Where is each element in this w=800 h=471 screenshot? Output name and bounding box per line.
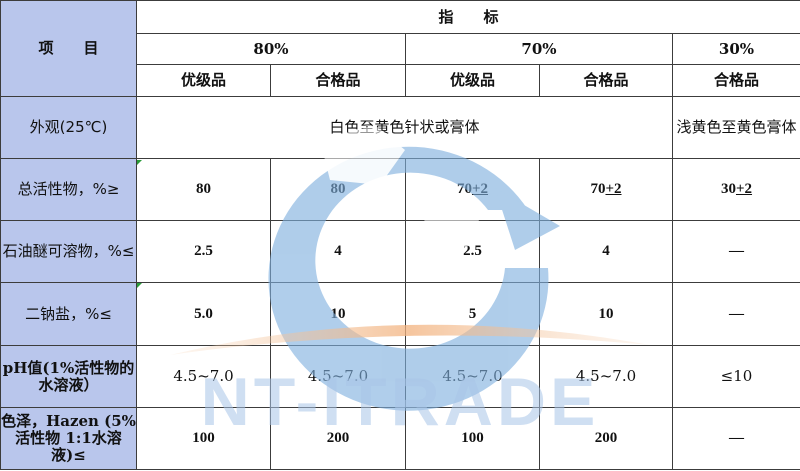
cell-total-active-80-qualified: 80 [270,158,406,221]
quality-70-premium: 优级品 [405,64,540,97]
grade-70-header: 70% [405,33,673,65]
cell-color-70-qualified: 200 [539,407,673,470]
value-base: 70 [590,181,606,198]
value-tolerance: +2 [605,181,622,198]
cell-color-80-qualified: 200 [270,407,406,470]
row-label-appearance: 外观(25℃) [0,96,137,159]
row-label-ph: pH值(1%活性物的水溶液） [0,345,137,408]
cell-disodium-30: — [672,282,800,346]
quality-80-qualified: 合格品 [270,64,406,97]
cell-total-active-80-premium: 80 [136,158,271,221]
cell-petroleum-ether-30: — [672,220,800,283]
quality-80-premium: 优级品 [136,64,271,97]
cell-petroleum-ether-70-qualified: 4 [539,220,673,283]
appearance-value-30: 浅黄色至黄色膏体 [672,96,800,159]
cell-color-30: — [672,407,800,470]
row-label-petroleum-ether: 石油醚可溶物，%≤ [0,220,137,283]
grade-30-header: 30% [672,33,800,65]
quality-70-qualified: 合格品 [539,64,673,97]
appearance-value: 白色至黄色针状或膏体 [136,96,673,159]
value-base: 30 [720,181,736,198]
cell-total-active-70-qualified: 70+2 [539,158,673,221]
cell-ph-80-premium: 4.5~7.0 [136,345,271,408]
grade-80-header: 80% [136,33,406,65]
cell-disodium-70-premium: 5 [405,282,540,346]
item-header: 项 目 [0,0,137,97]
cell-color-80-premium: 100 [136,407,271,470]
cell-petroleum-ether-80-qualified: 4 [270,220,406,283]
value-base: 70 [456,181,472,198]
row-label-total-active: 总活性物，%≥ [0,158,137,221]
quality-30-qualified: 合格品 [672,64,800,97]
row-label-color: 色泽，Hazen (5%活性物 1:1水溶液)≤ [0,407,137,470]
cell-disodium-80-premium: 5.0 [136,282,271,346]
cell-total-active-30: 30+2 [672,158,800,221]
cell-petroleum-ether-80-premium: 2.5 [136,220,271,283]
cell-color-70-premium: 100 [405,407,540,470]
cell-ph-70-premium: 4.5~7.0 [405,345,540,408]
spec-header: 指 标 [136,0,800,34]
value-tolerance: +2 [735,181,753,198]
cell-ph-70-qualified: 4.5~7.0 [539,345,673,408]
cell-disodium-70-qualified: 10 [539,282,673,346]
row-label-disodium: 二钠盐，%≤ [0,282,137,346]
cell-disodium-80-qualified: 10 [270,282,406,346]
cell-ph-30: ≤10 [672,345,800,408]
cell-petroleum-ether-70-premium: 2.5 [405,220,540,283]
cell-ph-80-qualified: 4.5~7.0 [270,345,406,408]
cell-total-active-70-premium: 70+2 [405,158,540,221]
value-tolerance: +2 [471,181,489,198]
